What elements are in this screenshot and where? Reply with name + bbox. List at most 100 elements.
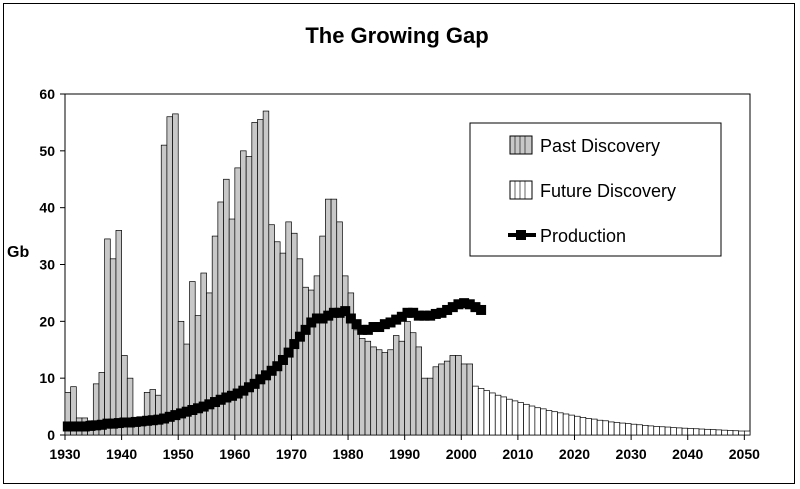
production-marker: [334, 307, 345, 318]
past-discovery-bar: [143, 392, 151, 436]
past-discovery-bar: [274, 241, 281, 436]
production-marker: [374, 322, 385, 333]
production-marker: [249, 378, 260, 389]
past-discovery-bar: [166, 116, 173, 436]
production-marker: [147, 415, 158, 426]
production-marker: [85, 420, 96, 431]
future-discovery-bar: [540, 408, 547, 436]
legend-marker-production: [516, 230, 526, 240]
production-marker: [204, 399, 215, 410]
future-discovery-bar: [483, 390, 490, 436]
future-discovery-bar: [545, 410, 553, 436]
future-discovery-bar: [676, 427, 683, 436]
production-marker: [187, 404, 198, 415]
production-marker: [243, 382, 254, 393]
past-discovery-bar: [194, 315, 202, 436]
production-marker: [159, 413, 170, 424]
past-discovery-bar: [126, 377, 134, 436]
future-discovery-bar: [693, 428, 700, 436]
production-marker: [436, 307, 447, 318]
production-marker: [62, 421, 73, 432]
future-discovery-bar: [630, 423, 638, 436]
future-discovery-bar: [653, 426, 660, 436]
future-discovery-bar: [568, 414, 575, 436]
future-discovery-bar: [659, 426, 666, 436]
past-discovery-bar: [70, 386, 77, 436]
production-marker: [368, 322, 379, 333]
future-discovery-bar: [698, 428, 706, 436]
production-marker: [68, 421, 79, 432]
production-marker: [442, 304, 453, 315]
past-discovery-bar: [353, 329, 360, 436]
past-discovery-bar: [392, 335, 400, 436]
future-discovery-bar: [517, 402, 524, 436]
production-marker: [379, 319, 390, 330]
production-marker: [362, 324, 373, 335]
y-axis-label: Gb: [7, 244, 29, 261]
future-discovery-bar: [557, 412, 564, 436]
past-discovery-bar: [285, 221, 292, 436]
production-marker: [142, 415, 153, 426]
x-tick-label: 2020: [559, 446, 590, 462]
legend: Past Discovery Future Discovery Production: [469, 122, 722, 257]
past-discovery-bar: [381, 352, 389, 436]
past-discovery-bar: [160, 144, 168, 436]
future-discovery-bar: [743, 430, 751, 436]
past-discovery-bar: [302, 286, 309, 436]
production-marker: [289, 339, 300, 350]
legend-label: Production: [540, 226, 626, 246]
production-marker: [272, 361, 283, 372]
production-marker: [283, 347, 294, 358]
past-discovery-bar: [359, 338, 366, 436]
future-discovery-bar: [681, 427, 689, 436]
future-discovery-bar: [500, 396, 507, 436]
production-marker: [170, 410, 181, 421]
past-discovery-bar: [460, 363, 468, 436]
production-marker: [260, 370, 271, 381]
production-marker: [96, 419, 107, 430]
production-marker: [311, 313, 322, 324]
y-tick-label: 30: [39, 257, 55, 273]
future-discovery-bars: [472, 385, 751, 436]
past-discovery-bar: [228, 218, 236, 436]
production-marker: [464, 299, 475, 310]
x-tick-label: 2050: [729, 446, 760, 462]
production-marker: [408, 307, 419, 318]
x-tick-label: 1990: [389, 446, 420, 462]
production-marker: [238, 385, 249, 396]
x-tick-label: 1950: [163, 446, 194, 462]
production-marker: [413, 310, 424, 321]
past-discovery-bar: [432, 366, 439, 436]
x-tick-label: 1980: [332, 446, 363, 462]
past-discovery-bar: [415, 346, 423, 436]
past-discovery-bar: [308, 289, 315, 436]
past-discovery-bar: [109, 258, 117, 436]
production-marker: [74, 421, 85, 432]
future-discovery-bar: [506, 398, 513, 436]
future-discovery-bar: [585, 418, 592, 436]
production-marker: [430, 308, 441, 319]
future-discovery-bar: [574, 415, 581, 436]
production-marker: [210, 397, 221, 408]
future-discovery-bar: [528, 405, 536, 436]
production-marker: [130, 416, 141, 427]
production-marker: [232, 388, 243, 399]
production-line: [62, 298, 487, 432]
x-tick-label: 2030: [616, 446, 647, 462]
production-marker: [396, 311, 407, 322]
past-discovery-bar: [438, 363, 445, 436]
past-discovery-bar: [183, 343, 190, 436]
past-discovery-bar: [449, 355, 456, 436]
production-marker: [317, 313, 328, 324]
x-tick-label: 1960: [219, 446, 250, 462]
future-discovery-bar: [489, 392, 496, 436]
chart-title: The Growing Gap: [305, 23, 488, 48]
production-marker: [266, 365, 277, 376]
past-discovery-bars: [64, 110, 473, 436]
production-marker: [323, 310, 334, 321]
production-marker: [221, 392, 232, 403]
past-discovery-bar: [466, 363, 473, 436]
production-marker: [340, 306, 351, 317]
